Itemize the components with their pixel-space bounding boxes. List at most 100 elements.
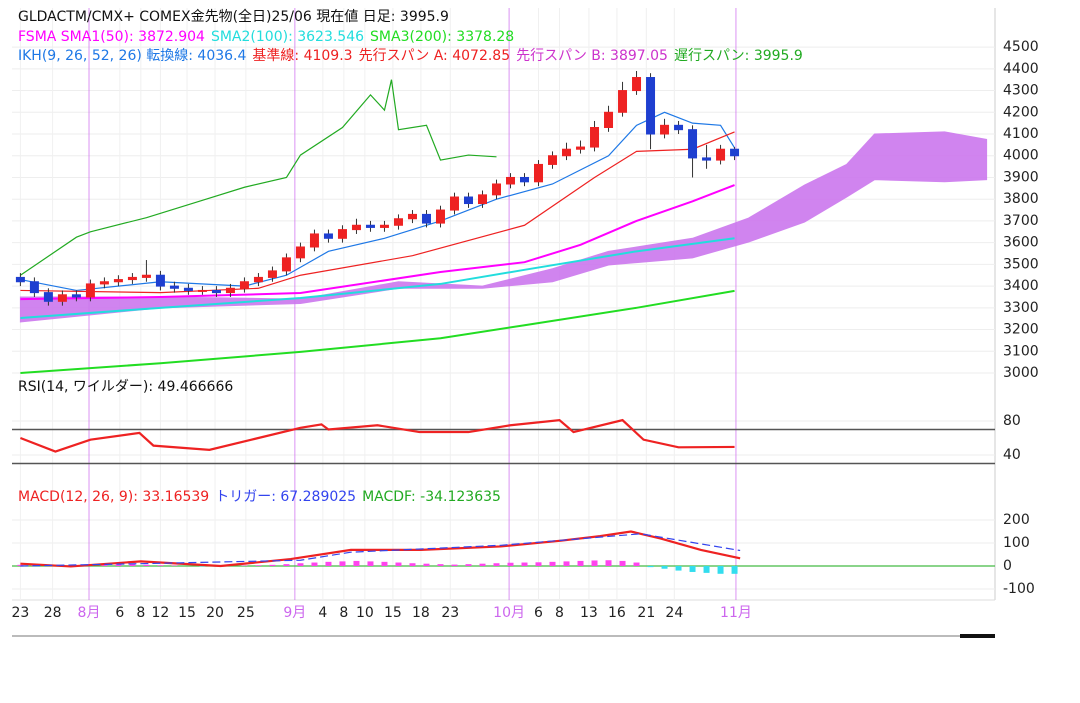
x-tick-label: 8月 [78, 605, 101, 621]
histogram-bar [549, 561, 556, 566]
y-tick-label: 3800 [1003, 191, 1039, 207]
candle-body [379, 224, 389, 228]
candle-body [309, 233, 319, 248]
candle-body [576, 146, 586, 150]
histogram-bar [437, 564, 444, 566]
kumo [19, 131, 988, 323]
x-tick-label: 15 [384, 605, 402, 621]
candle-body [113, 279, 123, 283]
candle-body [43, 292, 53, 302]
legend-entry: SMA2(100): 3623.546 [211, 29, 364, 45]
scrollbar-thumb[interactable] [960, 634, 995, 638]
histogram-bar [577, 560, 584, 566]
y-tick-label: 4500 [1003, 39, 1039, 55]
candle-body [253, 276, 263, 283]
histogram-bar [465, 564, 472, 566]
legend-entry: 先行スパン A: 4072.85 [359, 48, 511, 64]
legend-entry: MACD(12, 26, 9): 33.16539 [18, 489, 209, 505]
x-tick-label: 28 [44, 605, 62, 621]
histogram-bar [395, 562, 402, 566]
y-tick-label: 4300 [1003, 83, 1039, 99]
legend-entry: トリガー: 67.289025 [215, 489, 356, 505]
candle-body [29, 281, 39, 294]
legend-entry: MACDF: -34.123635 [362, 489, 501, 505]
indicator-line [20, 289, 735, 375]
candle-body [295, 246, 305, 259]
candle-body [421, 213, 431, 224]
candle-body [435, 209, 445, 224]
candle-body [99, 281, 109, 285]
histogram-bar [717, 565, 724, 574]
candle-body [463, 196, 473, 205]
candle-body [520, 176, 530, 183]
x-tick-label: 13 [580, 605, 598, 621]
legend: RSI(14, ワイルダー): 49.466666 [18, 379, 233, 395]
histogram-bar [647, 565, 654, 568]
candle-body [660, 124, 670, 135]
x-tick-label: 4 [318, 605, 327, 621]
y-tick-label: 3500 [1003, 256, 1039, 272]
histogram-bar [339, 561, 346, 566]
histogram-bar [563, 561, 570, 566]
x-tick-label: 10月 [493, 605, 525, 621]
histogram-bar [731, 565, 738, 574]
candle-body [351, 224, 361, 231]
candle-body [15, 276, 25, 283]
legend: FSMA SMA1(50): 3872.904 SMA2(100): 3623.5… [18, 29, 514, 45]
candle-body [688, 129, 698, 159]
indicator-line [20, 131, 735, 294]
histogram-bar [353, 560, 360, 566]
y-tick-label: 4400 [1003, 61, 1039, 77]
histogram-bar [409, 563, 416, 566]
candle-body [491, 183, 501, 196]
candle-body [169, 285, 179, 289]
legend-entry: RSI(14, ワイルダー): 49.466666 [18, 379, 233, 395]
candle-body [534, 163, 544, 183]
macd-line [20, 530, 741, 568]
candle-body [323, 233, 333, 239]
x-tick-label: 23 [11, 605, 29, 621]
x-tick-label: 16 [608, 605, 626, 621]
candle-body [365, 224, 375, 228]
legend-entry: 基準線: 4109.3 [252, 47, 352, 64]
candle-body [127, 276, 137, 281]
y-tick-label: 3100 [1003, 343, 1039, 359]
candle-body [57, 294, 67, 302]
histogram-bar [689, 565, 696, 572]
histogram-bar [101, 565, 108, 566]
y-tick-label: 3600 [1003, 235, 1039, 251]
x-tick-label: 6 [534, 605, 543, 621]
candle-body [407, 213, 417, 220]
x-tick-label: 12 [152, 605, 170, 621]
legend: MACD(12, 26, 9): 33.16539 トリガー: 67.289025… [18, 489, 501, 505]
histogram-bar [311, 562, 318, 566]
legend-entry: 遅行スパン: 3995.9 [674, 48, 803, 64]
histogram-bar [269, 564, 276, 566]
candle-body [590, 126, 600, 148]
candle-body [562, 148, 572, 157]
histogram-bar [143, 564, 150, 566]
x-tick-label: 20 [206, 605, 224, 621]
y-tick-label: -100 [1003, 581, 1035, 597]
candle-body [141, 274, 151, 278]
legend: GLDACTM/CMX+ COMEX金先物(全日)25/06 現在値 日足: 3… [18, 8, 449, 25]
candle-body [85, 283, 95, 298]
y-tick-label: 100 [1003, 535, 1030, 551]
y-tick-label: 3900 [1003, 169, 1039, 185]
candle-body [183, 287, 193, 291]
x-tick-label: 23 [441, 605, 459, 621]
histogram-bar [283, 564, 290, 566]
legend-entry: SMA3(200): 3378.28 [370, 29, 514, 45]
y-tick-label: 3200 [1003, 322, 1039, 338]
x-tick-label: 8 [555, 605, 564, 621]
candle-body [225, 287, 235, 294]
y-tick-label: 80 [1003, 413, 1021, 429]
candle-body [449, 196, 459, 211]
candle-body [618, 90, 628, 113]
histogram-bar [381, 561, 388, 566]
histogram-bar [703, 565, 710, 573]
y-tick-label: 3300 [1003, 300, 1039, 316]
candle-body [632, 77, 642, 92]
legend: IKH(9, 26, 52, 26) 転換線: 4036.4 基準線: 4109.… [18, 47, 803, 64]
histogram-bar [367, 561, 374, 566]
